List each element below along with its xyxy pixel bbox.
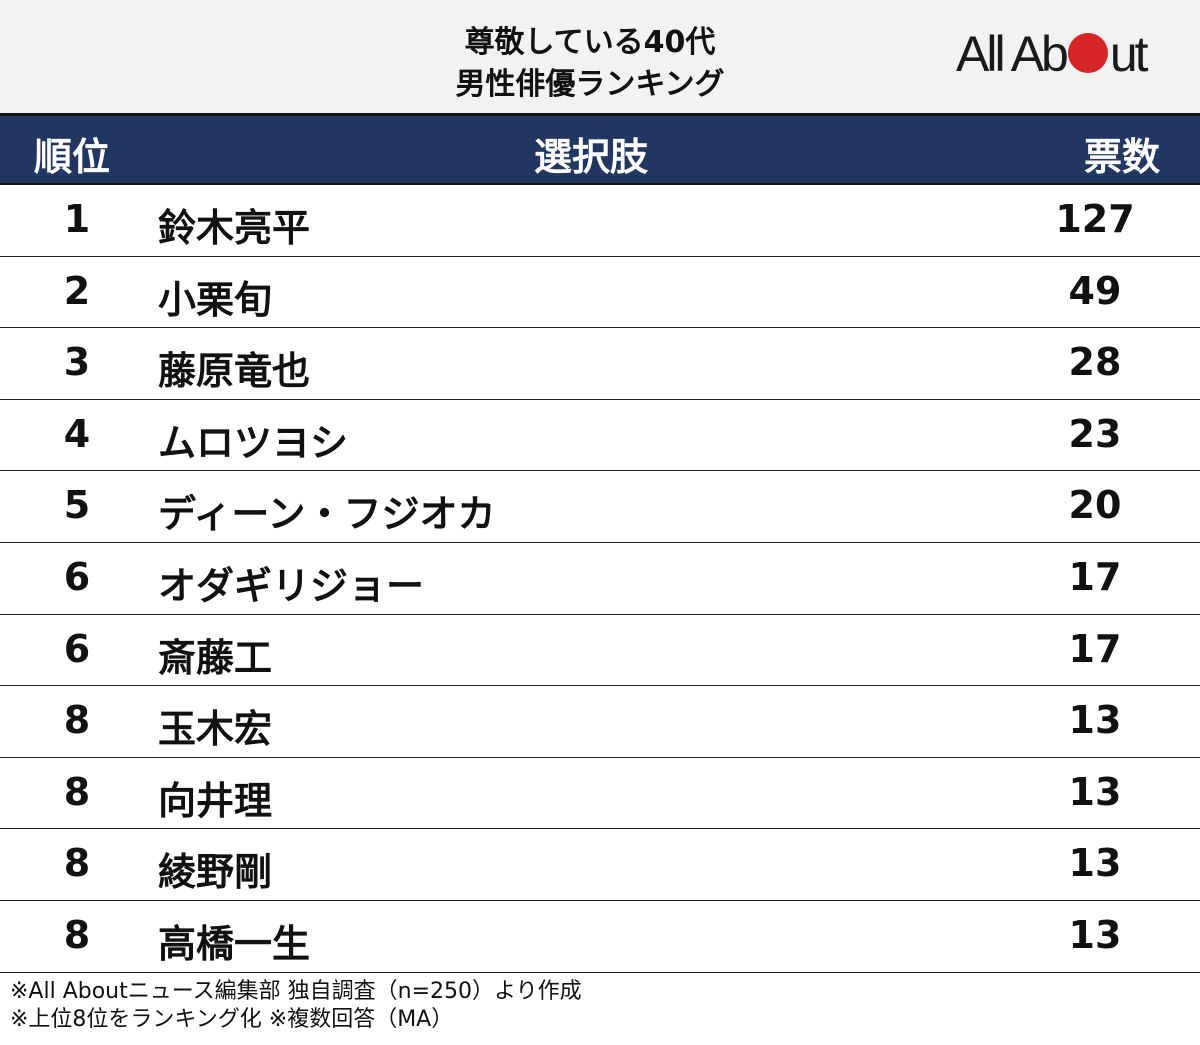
- logo-red-dot-icon: [1067, 33, 1108, 73]
- rank-cell: 1: [63, 197, 91, 241]
- rank-cell: 4: [63, 411, 91, 456]
- rank-cell: 8: [63, 912, 91, 957]
- table-header: 順位 選択肢 票数: [0, 113, 1200, 185]
- rank-cell: 3: [63, 340, 91, 385]
- votes-cell: 20: [1068, 483, 1122, 528]
- table-row: 1 鈴木亮平 127: [0, 185, 1200, 257]
- footnotes: ※All Aboutニュース編集部 独自調査（n=250）より作成 ※上位8位を…: [10, 978, 582, 1034]
- rank-cell: 2: [63, 268, 91, 313]
- allabout-logo: All Ab ut: [956, 26, 1149, 82]
- name-cell: ムロツヨシ: [158, 420, 349, 465]
- col-rank-header: 順位: [34, 135, 111, 179]
- votes-cell: 13: [1068, 698, 1122, 743]
- table-row: 6 オダギリジョー 17: [0, 543, 1200, 615]
- votes-cell: 17: [1068, 626, 1122, 671]
- name-cell: 小栗旬: [158, 277, 273, 322]
- votes-cell: 13: [1068, 769, 1122, 814]
- table-row: 4 ムロツヨシ 23: [0, 400, 1200, 472]
- header: 尊敬している40代 男性俳優ランキング All Ab ut: [0, 0, 1200, 113]
- votes-cell: 13: [1068, 912, 1122, 957]
- rank-cell: 5: [63, 483, 91, 528]
- name-cell: オダギリジョー: [158, 563, 425, 608]
- rank-cell: 8: [63, 698, 91, 743]
- name-cell: 綾野剛: [158, 850, 273, 895]
- table-row: 5 ディーン・フジオカ 20: [0, 471, 1200, 543]
- title-line-2: 男性俳優ランキング: [455, 67, 725, 102]
- table-row: 8 高橋一生 13: [0, 901, 1200, 973]
- table-row: 8 綾野剛 13: [0, 829, 1200, 901]
- table-body: 1 鈴木亮平 127 2 小栗旬 49 3 藤原竜也 28 4 ムロツヨシ 23 5 ディーン・フジオカ 2…: [0, 185, 1200, 973]
- votes-cell: 127: [1055, 197, 1135, 241]
- page-title: 尊敬している40代 男性俳優ランキング: [390, 22, 790, 106]
- rank-cell: 6: [63, 554, 91, 599]
- title-line-1: 尊敬している40代: [464, 25, 716, 60]
- votes-cell: 23: [1068, 411, 1122, 456]
- name-cell: ディーン・フジオカ: [158, 492, 496, 537]
- table-row: 8 玉木宏 13: [0, 686, 1200, 758]
- votes-cell: 49: [1068, 268, 1122, 313]
- name-cell: 玉木宏: [158, 707, 273, 752]
- col-votes-header: 票数: [1084, 135, 1161, 179]
- votes-cell: 13: [1068, 841, 1122, 886]
- name-cell: 斎藤工: [158, 635, 273, 680]
- footnote-2: ※上位8位をランキング化 ※複数回答（MA）: [10, 1007, 454, 1032]
- col-choice-header: 選択肢: [534, 135, 649, 179]
- table-row: 3 藤原竜也 28: [0, 328, 1200, 400]
- name-cell: 鈴木亮平: [158, 206, 311, 250]
- rank-cell: 8: [63, 769, 91, 814]
- logo-text-pre: All Ab: [956, 26, 1069, 82]
- votes-cell: 28: [1068, 340, 1122, 385]
- name-cell: 向井理: [158, 778, 273, 823]
- table-row: 8 向井理 13: [0, 758, 1200, 830]
- name-cell: 藤原竜也: [158, 349, 311, 394]
- name-cell: 高橋一生: [158, 921, 311, 966]
- footnote-1: ※All Aboutニュース編集部 独自調査（n=250）より作成: [10, 979, 582, 1004]
- rank-cell: 8: [63, 841, 91, 886]
- table-row: 2 小栗旬 49: [0, 257, 1200, 329]
- votes-cell: 17: [1068, 554, 1122, 599]
- logo-text-post: ut: [1109, 26, 1149, 82]
- table-row: 6 斎藤工 17: [0, 615, 1200, 687]
- rank-cell: 6: [63, 626, 91, 671]
